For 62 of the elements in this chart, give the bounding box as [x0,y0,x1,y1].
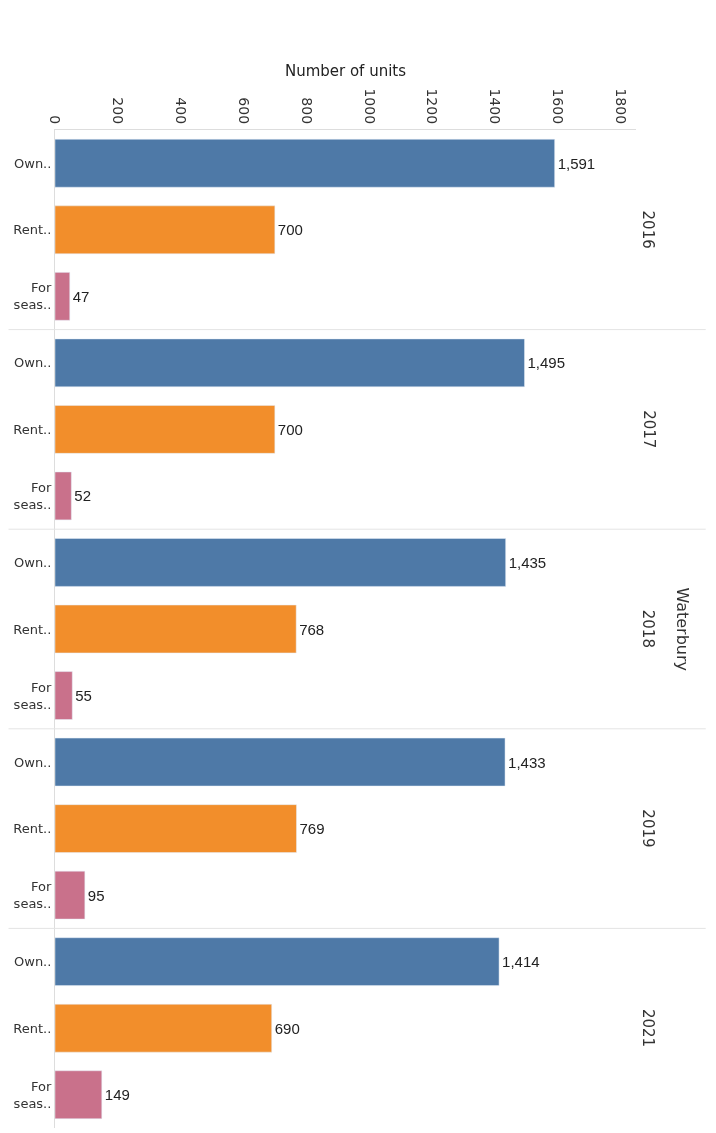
y-tick-label: Rent.. [13,222,52,238]
text: 2017 [639,410,658,449]
bar [55,1004,272,1053]
bar [55,737,506,787]
x-tick-label: 600 [235,97,252,125]
y-tick-label: Rent.. [13,821,52,837]
y-tick-label: Rent.. [13,621,52,637]
data-label: 769 [299,820,325,838]
data-label: 768 [299,620,325,638]
data-label: 700 [277,221,303,239]
x-tick-label: 800 [298,97,315,125]
text: 2018 [639,609,658,648]
bar [55,870,86,920]
y-tick-label: For seas.. [13,480,53,512]
text: 2016 [639,210,658,249]
y-tick-label: Own.. [14,954,52,970]
x-tick-label: 1800 [612,88,629,125]
x-tick-label: 400 [173,97,190,125]
data-label: 95 [87,886,105,904]
bar [55,671,73,720]
text: 2021 [639,1008,658,1048]
data-label: 1,433 [508,753,546,771]
data-label: 55 [75,687,92,705]
y-tick-label: For seas.. [13,879,53,912]
y-tick-label: For seas.. [13,679,53,712]
x-tick-label: 200 [110,97,127,125]
y-tick-label: For seas.. [13,1078,53,1111]
bar [55,937,500,986]
bar [55,405,276,454]
x-tick-label: 1000 [361,88,378,125]
y-tick-label: Own.. [14,155,52,171]
y-tick-label: Own.. [14,355,52,371]
bar [55,604,297,654]
data-label: 47 [72,287,90,305]
data-label: 1,591 [557,154,596,172]
data-label: 1,414 [502,953,540,971]
data-label: 1,435 [508,553,547,571]
y-tick-label: Own.. [14,754,52,770]
y-tick-label: Own.. [14,555,52,571]
bar [55,1070,103,1119]
text: 2019 [638,809,657,848]
data-label: 52 [74,487,92,505]
bar [55,471,72,521]
y-tick-label: Rent.. [13,1020,52,1036]
data-label: 690 [274,1019,300,1037]
data-label: 149 [104,1086,130,1104]
x-tick-label: 1200 [424,88,441,125]
bar [55,538,506,587]
data-label: 1,495 [527,354,566,372]
bar [55,205,276,254]
bar [55,272,71,321]
bar [55,139,555,188]
x-tick-label: 1400 [487,88,504,125]
y-tick-label: Rent.. [13,421,52,437]
data-label: 700 [277,420,303,438]
x-tick-label: 0 [47,115,64,125]
x-axis-title: Number of units [284,61,407,80]
y-tick-label: For seas.. [13,280,53,313]
bar [55,338,525,388]
text: Waterbury [672,587,692,672]
bar [55,804,297,853]
x-tick-label: 1600 [549,88,566,125]
